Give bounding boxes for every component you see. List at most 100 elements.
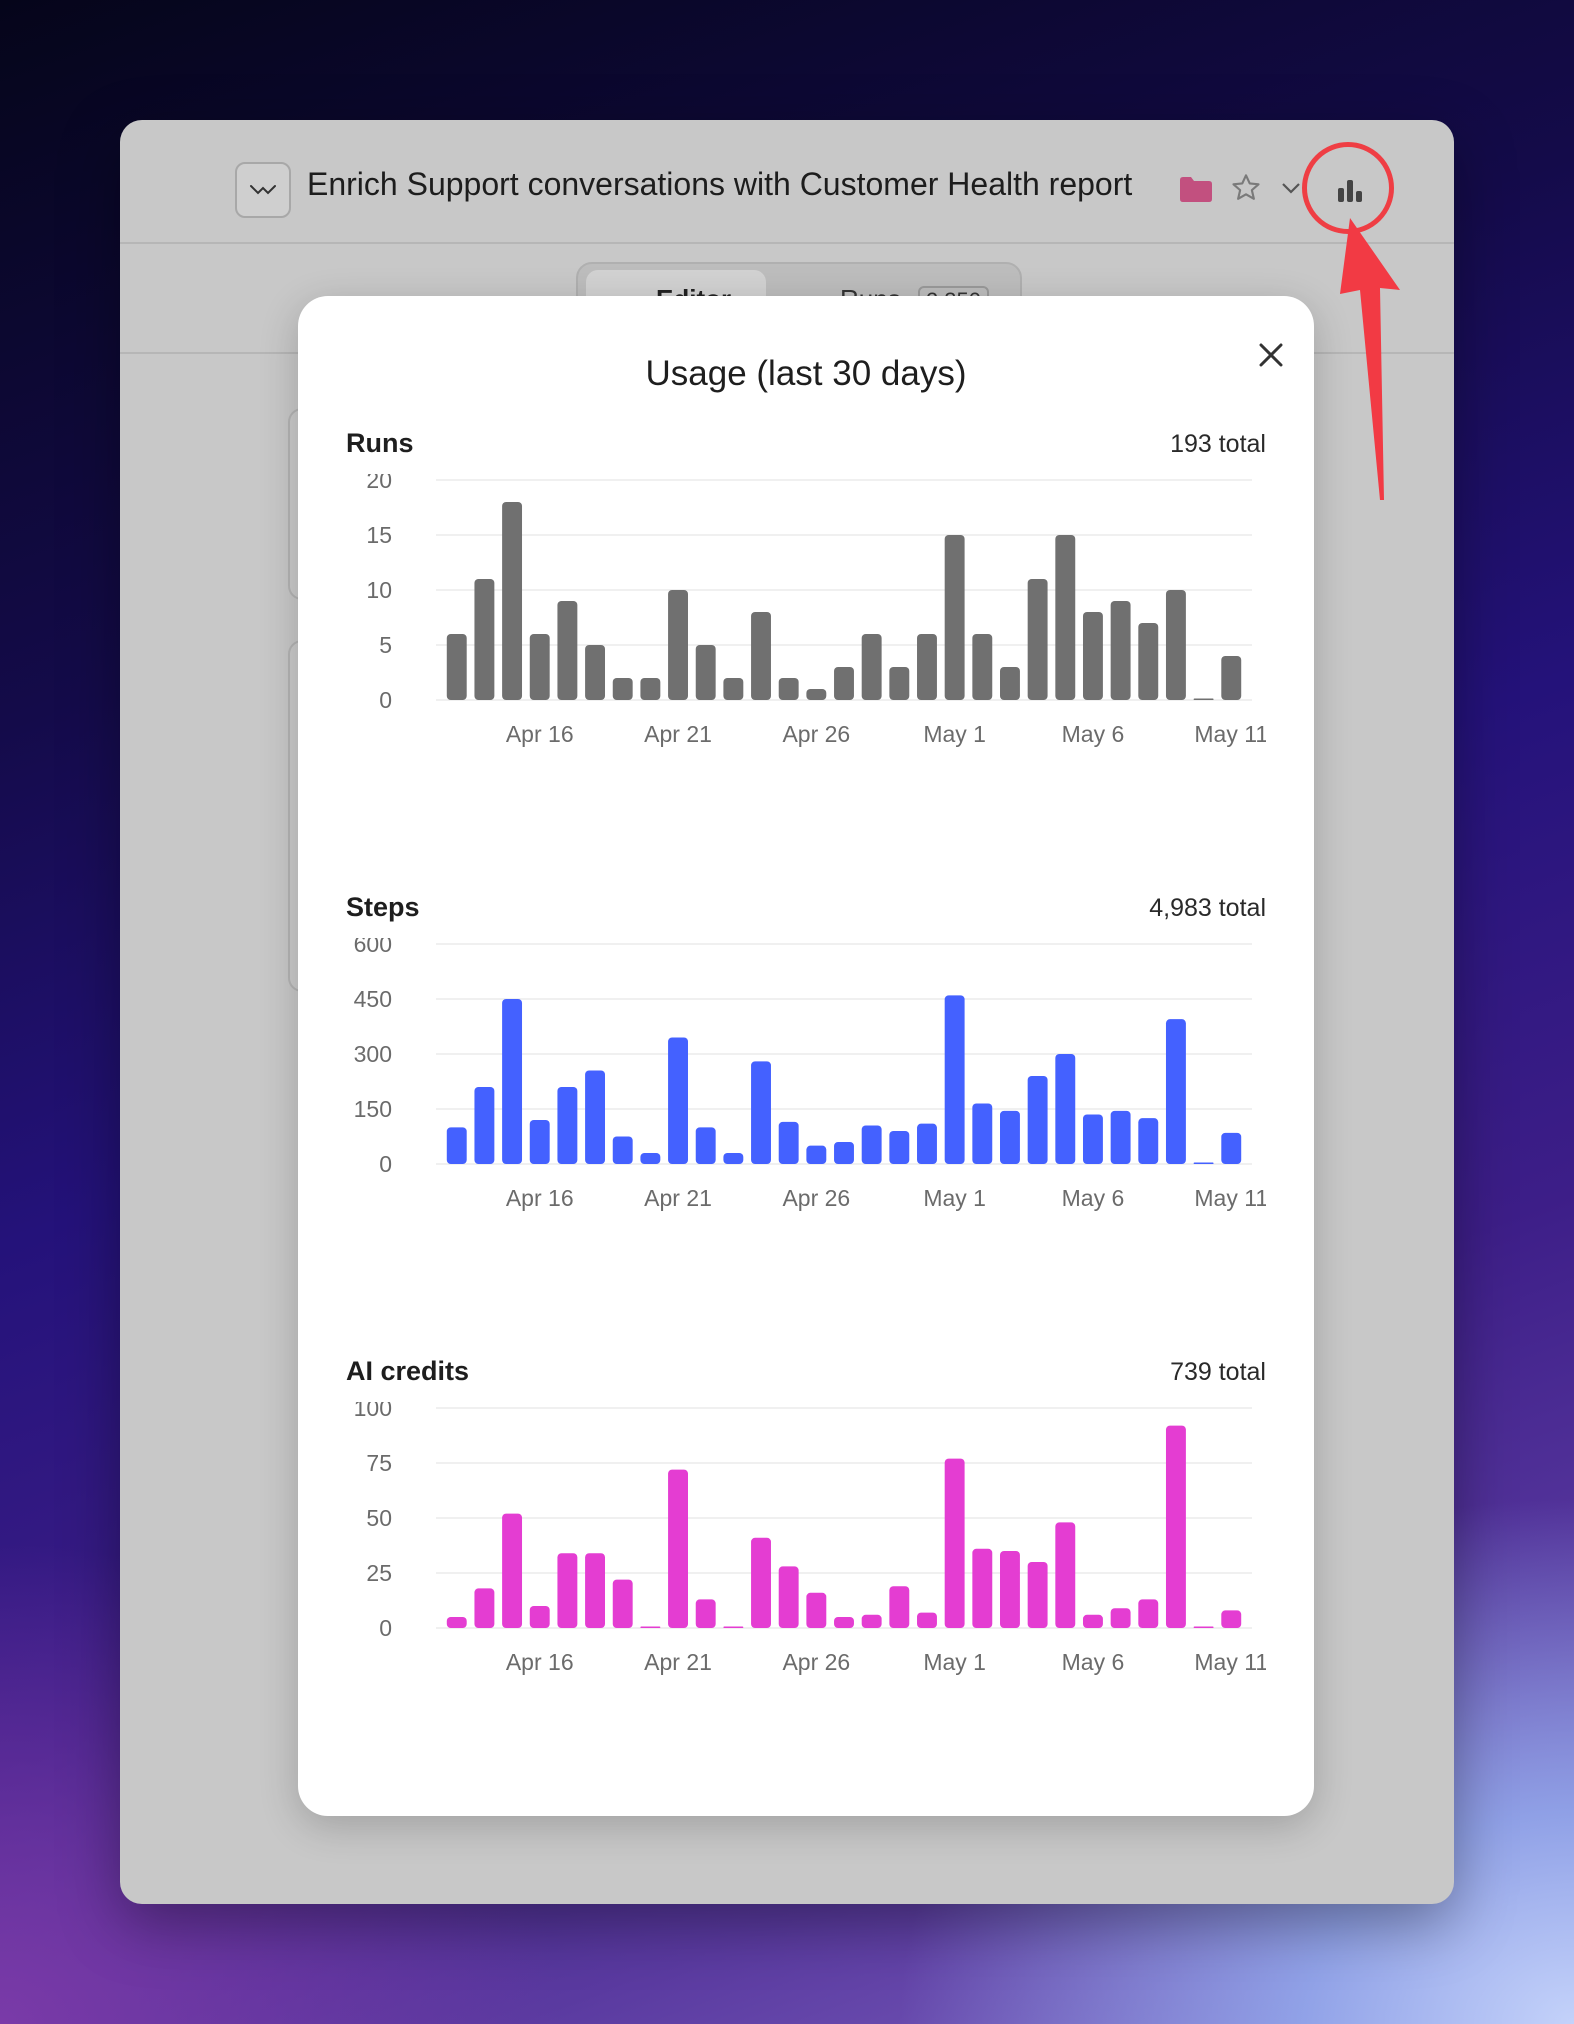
bar[interactable] bbox=[1110, 601, 1131, 700]
bar[interactable] bbox=[446, 1127, 467, 1164]
bar[interactable] bbox=[529, 634, 550, 700]
bar[interactable] bbox=[861, 1125, 882, 1165]
bar[interactable] bbox=[557, 1087, 578, 1164]
bar[interactable] bbox=[502, 999, 523, 1164]
bar[interactable] bbox=[1165, 1019, 1186, 1164]
bar[interactable] bbox=[778, 678, 799, 700]
bar[interactable] bbox=[529, 1606, 550, 1628]
bar[interactable] bbox=[1055, 535, 1076, 700]
bar[interactable] bbox=[1082, 1614, 1103, 1628]
bar[interactable] bbox=[640, 1626, 661, 1629]
bar[interactable] bbox=[529, 1120, 550, 1164]
bar[interactable] bbox=[668, 1037, 688, 1165]
bar[interactable] bbox=[557, 1553, 578, 1628]
bar[interactable] bbox=[917, 1123, 937, 1164]
bar[interactable] bbox=[474, 579, 495, 700]
y-tick-label: 0 bbox=[379, 687, 392, 713]
bar[interactable] bbox=[1221, 1610, 1242, 1628]
bar[interactable] bbox=[1221, 656, 1242, 700]
bar[interactable] bbox=[723, 1626, 744, 1629]
bar[interactable] bbox=[972, 634, 993, 700]
folder-icon[interactable] bbox=[1178, 174, 1214, 204]
bar[interactable] bbox=[1193, 1162, 1214, 1165]
bar[interactable] bbox=[1055, 1054, 1076, 1164]
bar[interactable] bbox=[1000, 1551, 1020, 1628]
bar[interactable] bbox=[1027, 579, 1048, 700]
bar[interactable] bbox=[972, 1103, 993, 1165]
bar[interactable] bbox=[834, 667, 854, 700]
close-button[interactable] bbox=[1246, 330, 1296, 380]
bar[interactable] bbox=[751, 1061, 771, 1164]
bar[interactable] bbox=[806, 689, 827, 700]
bar[interactable] bbox=[1193, 698, 1214, 701]
bar[interactable] bbox=[695, 1599, 716, 1628]
bar[interactable] bbox=[640, 678, 661, 700]
bar[interactable] bbox=[1221, 1132, 1242, 1164]
x-tick-label: May 11 bbox=[1194, 721, 1266, 747]
bar[interactable] bbox=[474, 1588, 495, 1628]
bar[interactable] bbox=[944, 995, 965, 1164]
bar[interactable] bbox=[1055, 1522, 1076, 1628]
bar[interactable] bbox=[778, 1566, 799, 1628]
bar[interactable] bbox=[889, 1586, 910, 1628]
bar[interactable] bbox=[1027, 1562, 1048, 1628]
bar[interactable] bbox=[668, 590, 688, 700]
bar[interactable] bbox=[944, 1458, 965, 1628]
bar[interactable] bbox=[1027, 1076, 1048, 1164]
bar[interactable] bbox=[1138, 1599, 1159, 1628]
bar[interactable] bbox=[1138, 623, 1159, 700]
bar[interactable] bbox=[612, 678, 633, 700]
bar[interactable] bbox=[861, 634, 882, 700]
bar[interactable] bbox=[723, 678, 744, 700]
bar[interactable] bbox=[806, 1592, 827, 1628]
bar-chart-icon[interactable] bbox=[1336, 178, 1364, 202]
bar[interactable] bbox=[1000, 667, 1020, 700]
bar[interactable] bbox=[557, 601, 578, 700]
bar[interactable] bbox=[612, 1136, 633, 1165]
bar[interactable] bbox=[446, 1617, 467, 1628]
bar[interactable] bbox=[834, 1617, 854, 1628]
bar[interactable] bbox=[668, 1469, 688, 1628]
bar[interactable] bbox=[751, 612, 771, 700]
bar[interactable] bbox=[1138, 1118, 1159, 1164]
bar[interactable] bbox=[1110, 1110, 1131, 1164]
bar[interactable] bbox=[585, 1553, 606, 1628]
bar[interactable] bbox=[723, 1153, 744, 1164]
star-icon[interactable] bbox=[1230, 172, 1262, 204]
intercom-icon[interactable] bbox=[235, 162, 291, 218]
annotation-ring bbox=[1302, 142, 1394, 234]
bar[interactable] bbox=[502, 502, 523, 700]
bar[interactable] bbox=[474, 1087, 495, 1164]
bar[interactable] bbox=[1000, 1110, 1020, 1164]
bar[interactable] bbox=[1082, 1114, 1103, 1165]
chevron-down-icon[interactable] bbox=[1280, 180, 1302, 196]
bar[interactable] bbox=[585, 1070, 606, 1165]
bar[interactable] bbox=[1193, 1626, 1214, 1629]
bar[interactable] bbox=[778, 1121, 799, 1164]
x-tick-label: May 1 bbox=[923, 721, 986, 747]
bar[interactable] bbox=[695, 645, 716, 700]
bar[interactable] bbox=[944, 535, 965, 700]
x-tick-label: Apr 16 bbox=[506, 1649, 574, 1675]
bar[interactable] bbox=[612, 1579, 633, 1628]
bar[interactable] bbox=[751, 1537, 771, 1628]
bar[interactable] bbox=[1165, 1425, 1186, 1628]
bar[interactable] bbox=[917, 1612, 937, 1628]
bar[interactable] bbox=[1110, 1608, 1131, 1628]
bar[interactable] bbox=[861, 1614, 882, 1628]
bar[interactable] bbox=[640, 1153, 661, 1164]
bar[interactable] bbox=[585, 645, 606, 700]
bar[interactable] bbox=[972, 1548, 993, 1628]
bar[interactable] bbox=[695, 1127, 716, 1164]
x-tick-label: May 6 bbox=[1062, 1185, 1125, 1211]
bar[interactable] bbox=[1165, 590, 1186, 700]
bar[interactable] bbox=[834, 1142, 854, 1164]
bar[interactable] bbox=[806, 1145, 827, 1164]
bar[interactable] bbox=[502, 1513, 523, 1628]
section-total: 193 total bbox=[1170, 430, 1266, 458]
bar[interactable] bbox=[889, 667, 910, 700]
bar[interactable] bbox=[917, 634, 937, 700]
bar[interactable] bbox=[889, 1131, 910, 1164]
bar[interactable] bbox=[1082, 612, 1103, 700]
bar[interactable] bbox=[446, 634, 467, 700]
